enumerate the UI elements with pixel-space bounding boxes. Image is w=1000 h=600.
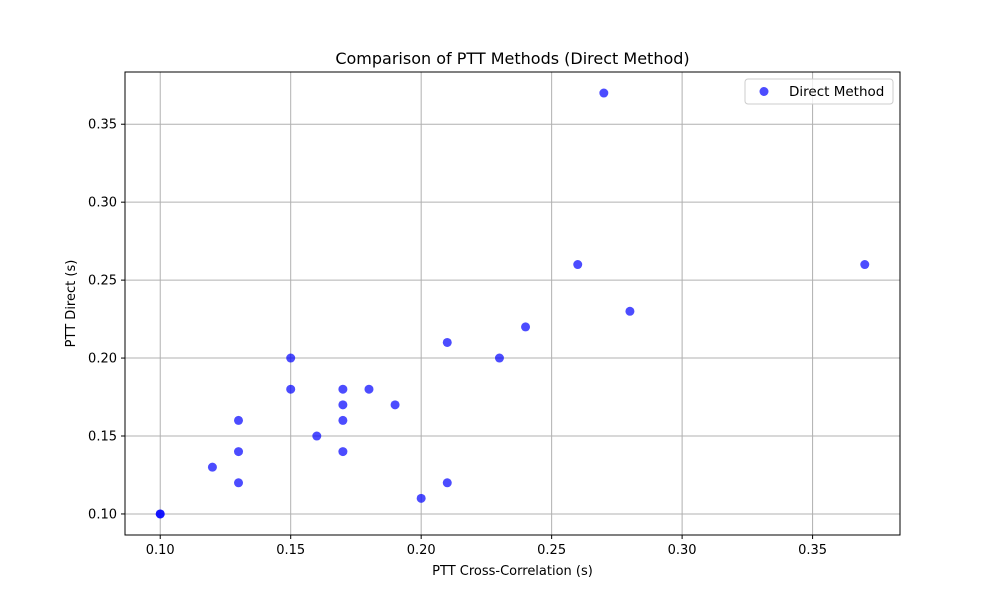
legend-label: Direct Method xyxy=(789,84,884,100)
y-tick-label: 0.20 xyxy=(88,352,117,367)
axis-ticks: 0.10 0.15 0.20 0.25 0.30 0.35 0.10 0.15 0.20 0.25… xyxy=(88,118,827,558)
y-tick-label: 0.35 xyxy=(88,118,117,133)
legend-marker xyxy=(759,87,769,96)
data-point xyxy=(860,260,870,270)
x-tick-label: 0.15 xyxy=(276,543,305,558)
x-tick-label: 0.10 xyxy=(146,543,175,558)
data-points xyxy=(155,88,870,519)
data-point xyxy=(442,337,452,347)
data-point xyxy=(625,306,635,316)
data-point xyxy=(521,322,531,332)
data-point xyxy=(207,462,217,472)
data-point xyxy=(286,353,296,363)
data-point xyxy=(494,353,504,363)
x-tick-label: 0.30 xyxy=(668,543,697,558)
data-point xyxy=(573,260,583,270)
data-point xyxy=(599,88,609,98)
data-point xyxy=(338,400,348,410)
y-tick-label: 0.10 xyxy=(88,507,117,522)
y-tick-label: 0.30 xyxy=(88,196,117,211)
y-tick-label: 0.25 xyxy=(88,274,117,289)
data-point xyxy=(234,447,244,457)
data-point xyxy=(416,493,426,503)
grid xyxy=(125,72,900,535)
y-tick-label: 0.15 xyxy=(88,430,117,445)
x-tick-label: 0.35 xyxy=(798,543,827,558)
x-tick-label: 0.25 xyxy=(537,543,566,558)
legend: Direct Method xyxy=(744,78,894,105)
data-point xyxy=(234,415,244,425)
data-point xyxy=(338,447,348,457)
data-point xyxy=(390,400,400,410)
plot-area-frame xyxy=(124,71,901,536)
x-tick-label: 0.20 xyxy=(407,543,436,558)
data-point xyxy=(442,478,452,488)
data-point xyxy=(338,384,348,394)
legend-box xyxy=(744,78,894,105)
chart-title: Comparison of PTT Methods (Direct Method… xyxy=(335,49,689,68)
data-point xyxy=(312,431,322,441)
data-point xyxy=(338,415,348,425)
data-point xyxy=(234,478,244,488)
data-point xyxy=(364,384,374,394)
y-axis-label: PTT Direct (s) xyxy=(64,260,79,348)
x-axis-label: PTT Cross-Correlation (s) xyxy=(432,564,593,579)
data-point xyxy=(286,384,296,394)
data-point xyxy=(155,509,165,519)
